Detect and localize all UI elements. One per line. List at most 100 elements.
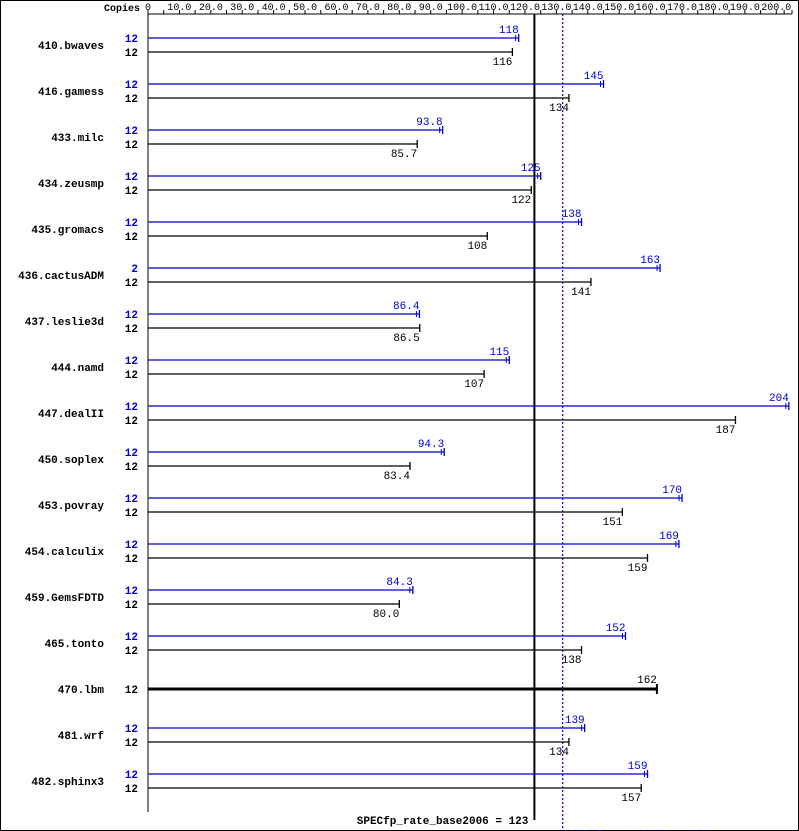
value-base: 108 [467,241,487,253]
value-peak: 84.3 [386,577,412,589]
axis-tick-label: 130.0 [541,3,571,14]
value-base: 116 [493,57,513,69]
value-peak: 145 [584,71,604,83]
copies-peak: 2 [131,264,138,276]
copies-base: 12 [125,94,138,106]
copies-peak: 12 [125,126,138,138]
copies-base: 12 [125,370,138,382]
benchmark-chart: 0 10.0 20.0 30.0 40.0 50.0 60.0 70.0 80.0 90.0 100… [0,0,799,831]
value-base: 134 [549,747,569,759]
benchmark-name: 482.sphinx3 [31,777,104,789]
value-base: 141 [571,287,591,299]
value-base: 107 [464,379,484,391]
value-single: 162 [637,675,657,687]
copies-base: 12 [125,462,138,474]
value-base: 159 [628,563,648,575]
value-base: 187 [716,425,736,437]
copies-peak: 12 [125,540,138,552]
axis-tick-label: 160.0 [636,3,666,14]
value-base: 134 [549,103,569,115]
axis-tick-label: 170.0 [667,3,697,14]
axis-tick-label: 10.0 [167,3,191,14]
value-base: 86.5 [393,333,419,345]
axis-tick-label: 110.0 [479,3,509,14]
benchmark-name: 444.namd [51,363,104,375]
copies-peak: 12 [125,770,138,782]
copies-base: 12 [125,508,138,520]
copies-base: 12 [125,140,138,152]
copies-peak: 12 [125,310,138,322]
benchmark-name: 450.soplex [38,455,104,467]
copies-peak: 12 [125,80,138,92]
value-base: 85.7 [391,149,417,161]
benchmark-name: 453.povray [38,501,104,513]
axis-tick-label: 190.0 [730,3,760,14]
copies-peak: 12 [125,218,138,230]
value-peak: 125 [521,163,541,175]
copies-peak: 12 [125,356,138,368]
axis-tick-label: 140.0 [573,3,603,14]
benchmark-name: 447.dealII [38,409,104,421]
value-peak: 169 [659,531,679,543]
copies-base: 12 [125,600,138,612]
copies-peak: 12 [125,494,138,506]
copies-base: 12 [125,646,138,658]
copies-base: 12 [125,232,138,244]
value-peak: 118 [499,25,519,37]
axis-tick-label: 180.0 [698,3,728,14]
value-base: 83.4 [384,471,411,483]
copies-base: 12 [125,48,138,60]
value-peak: 93.8 [416,117,442,129]
copies-peak: 12 [125,448,138,460]
copies-base: 12 [125,738,138,750]
value-peak: 94.3 [418,439,444,451]
benchmark-name: 470.lbm [58,685,105,697]
value-base: 122 [511,195,531,207]
benchmark-name: 434.zeusmp [38,179,104,191]
benchmark-name: 410.bwaves [38,41,104,53]
value-peak: 159 [628,761,648,773]
axis-tick-label: 70.0 [356,3,380,14]
copies-peak: 12 [125,402,138,414]
copies-base: 12 [125,554,138,566]
value-peak: 138 [562,209,582,221]
axis-tick-label: 90.0 [419,3,443,14]
copies-base: 12 [125,784,138,796]
value-base: 151 [603,517,623,529]
axis-tick-label: 30.0 [230,3,254,14]
benchmark-name: 454.calculix [25,547,105,559]
benchmark-name: 465.tonto [45,639,105,651]
benchmark-name: 481.wrf [58,731,105,743]
copies-base: 12 [125,278,138,290]
copies-base: 12 [125,416,138,428]
benchmark-name: 435.gromacs [31,225,104,237]
axis-tick-label: 20.0 [199,3,223,14]
value-peak: 86.4 [393,301,420,313]
axis-tick-label: 100.0 [447,3,477,14]
axis-tick-label: 0 [145,3,151,14]
axis-tick-label: 150.0 [604,3,634,14]
value-peak: 170 [662,485,682,497]
axis-tick-label: 50.0 [293,3,317,14]
ref-label-base: SPECfp_rate_base2006 = 123 [357,816,529,828]
copies-base: 12 [125,685,138,697]
axis-tick-label: 80.0 [387,3,411,14]
value-base: 157 [621,793,641,805]
copies-base: 12 [125,186,138,198]
axis-tick-label: 120.0 [510,3,540,14]
copies-peak: 12 [125,632,138,644]
value-base: 138 [562,655,582,667]
value-peak: 139 [565,715,585,727]
benchmark-name: 433.milc [51,133,104,145]
value-peak: 115 [489,347,509,359]
copies-header: Copies [104,3,140,15]
value-peak: 204 [769,393,789,405]
benchmark-name: 459.GemsFDTD [25,593,105,605]
benchmark-name: 437.leslie3d [25,317,104,329]
axis-tick-label: 60.0 [324,3,348,14]
copies-base: 12 [125,324,138,336]
copies-peak: 12 [125,172,138,184]
copies-peak: 12 [125,724,138,736]
value-peak: 152 [606,623,626,635]
axis-tick-label: 40.0 [262,3,286,14]
